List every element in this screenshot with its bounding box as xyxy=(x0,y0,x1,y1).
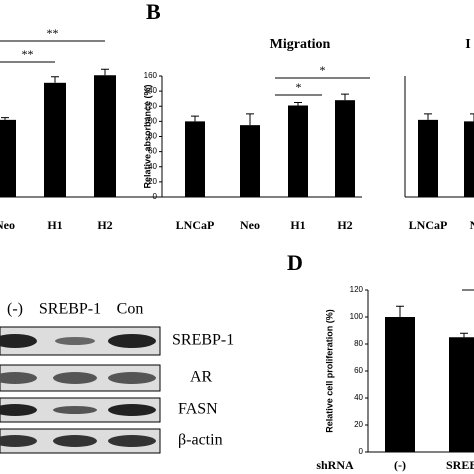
x-tick-label: (-) xyxy=(394,458,406,472)
error-bar xyxy=(294,101,302,106)
y-tick-label: 0 xyxy=(359,447,364,456)
band xyxy=(53,406,97,414)
band xyxy=(108,435,156,447)
error-bar xyxy=(191,115,199,122)
y-tick-label: 20 xyxy=(354,420,363,429)
y-tick-label: 120 xyxy=(350,285,364,294)
bar xyxy=(335,100,355,197)
y-tick-label: 60 xyxy=(354,366,363,375)
row-label: SREBP-1 xyxy=(172,332,234,349)
y-tick-label: 100 xyxy=(144,116,158,125)
western-blot: (-) SREBP-1 Con SREBP-1 AR FASN β-actin xyxy=(0,301,234,454)
significance-label: * xyxy=(296,80,302,94)
y-tick-label: 20 xyxy=(148,177,157,186)
y-axis-label: Relative cell proliferation (%) xyxy=(324,309,334,433)
x-tick-label: Neo xyxy=(0,218,15,232)
error-bar xyxy=(101,68,109,76)
bar xyxy=(44,82,66,197)
error-bar xyxy=(460,332,468,338)
row-label: FASN xyxy=(178,401,218,418)
error-bar xyxy=(470,113,474,122)
bar xyxy=(94,75,116,197)
y-tick-label: 40 xyxy=(148,162,157,171)
lane-label: SREBP-1 xyxy=(39,301,101,318)
y-tick-label: 60 xyxy=(148,147,157,156)
panel-letter: B xyxy=(146,0,161,24)
band xyxy=(108,404,156,416)
band xyxy=(108,334,156,348)
x-tick-label: Neo xyxy=(240,218,260,232)
bar xyxy=(240,125,260,197)
row-label: β-actin xyxy=(178,432,223,449)
lane-label: (-) xyxy=(7,301,23,318)
x-tick-label: SREBI xyxy=(446,458,474,472)
error-bar xyxy=(396,305,404,317)
x-tick-label: LNCaP xyxy=(176,218,215,232)
x-tick-label: H1 xyxy=(47,218,62,232)
band xyxy=(0,404,37,416)
significance-label: ** xyxy=(47,26,59,40)
band xyxy=(108,372,156,384)
y-tick-label: 120 xyxy=(144,101,158,110)
lane-label: Con xyxy=(117,301,144,318)
x-tick-label: H2 xyxy=(337,218,352,232)
bar xyxy=(449,337,474,452)
y-tick-label: 140 xyxy=(144,86,158,95)
error-bar xyxy=(424,113,432,120)
y-axis-label: Relative absorbance (%) xyxy=(142,84,152,188)
band xyxy=(0,435,37,447)
y-tick-label: 80 xyxy=(354,339,363,348)
x-axis-label: shRNA xyxy=(316,458,354,472)
x-tick-label: H1 xyxy=(290,218,305,232)
y-tick-label: 40 xyxy=(354,393,363,402)
band xyxy=(0,334,37,348)
bar xyxy=(288,105,308,197)
x-tick-label: H2 xyxy=(97,218,112,232)
y-tick-label: 80 xyxy=(148,132,157,141)
error-bar xyxy=(246,113,254,126)
panel-letter: D xyxy=(287,250,303,275)
bar xyxy=(0,119,16,197)
x-tick-label: LNCaP xyxy=(409,218,448,232)
row-label: AR xyxy=(190,369,213,386)
bar xyxy=(418,119,438,197)
y-tick-label: 100 xyxy=(350,312,364,321)
error-bar xyxy=(1,117,9,120)
bar xyxy=(185,121,205,197)
band xyxy=(55,337,95,345)
error-bar xyxy=(341,93,349,101)
bar xyxy=(385,317,415,452)
x-tick-label: N xyxy=(470,218,474,232)
band xyxy=(53,435,97,447)
band xyxy=(0,372,37,384)
band xyxy=(53,372,97,384)
bar xyxy=(464,121,474,197)
error-bar xyxy=(51,76,59,83)
significance-label: * xyxy=(320,63,326,77)
y-tick-label: 0 xyxy=(153,192,158,201)
significance-label: ** xyxy=(22,47,34,61)
y-tick-label: 160 xyxy=(144,71,158,80)
chart-title: Migration xyxy=(270,37,331,52)
chart-title: I xyxy=(465,37,470,52)
